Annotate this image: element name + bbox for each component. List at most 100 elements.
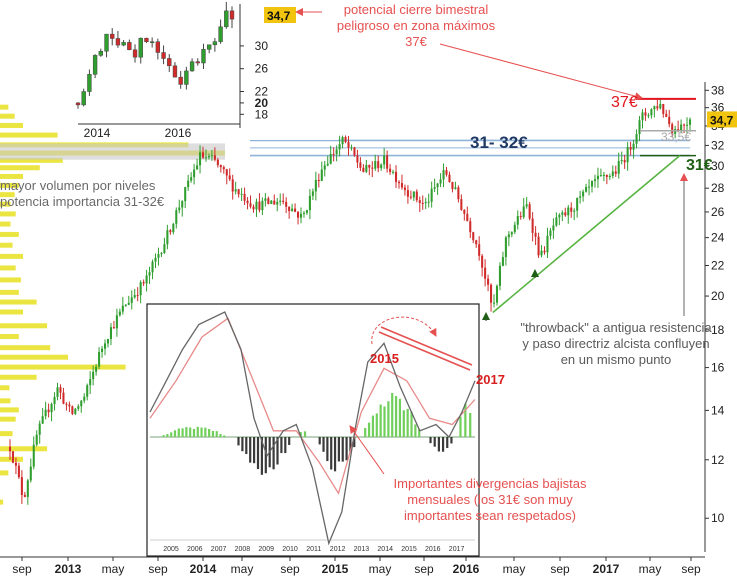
y-axis-label: 12 <box>711 453 725 467</box>
annotation-support-zone: 31- 32€ <box>470 133 528 152</box>
macd-histogram-bar <box>253 437 256 464</box>
price-candle <box>20 477 23 495</box>
price-candle <box>590 181 594 187</box>
y-axis-label: 14 <box>711 403 725 417</box>
macd-x-label: 2016 <box>425 546 441 553</box>
price-candle <box>555 217 558 226</box>
macd-x-label: 2009 <box>258 546 274 553</box>
inset-price-label: 34,7 <box>267 9 291 23</box>
price-candle <box>629 147 632 150</box>
macd-histogram-bar <box>414 424 417 437</box>
volume-profile-bar <box>0 132 58 138</box>
price-candle <box>374 161 377 169</box>
price-candle <box>302 212 306 214</box>
price-candle <box>588 186 591 188</box>
price-candle <box>614 171 617 174</box>
price-candle <box>246 200 249 204</box>
price-candle <box>101 348 104 352</box>
price-candle <box>288 206 291 212</box>
price-candle <box>638 120 641 135</box>
price-candle <box>237 189 240 195</box>
price-candle <box>201 152 205 158</box>
macd-signal-line <box>149 317 476 495</box>
macd-histogram-bar <box>280 437 283 454</box>
price-candle <box>166 230 169 245</box>
price-candle <box>368 165 371 168</box>
price-candle <box>341 137 344 145</box>
y-axis-label: 36 <box>711 101 725 115</box>
volume-profile-bar <box>0 354 69 360</box>
price-candle <box>478 244 481 256</box>
price-candle <box>139 282 142 296</box>
price-candle <box>552 225 555 231</box>
price-candle <box>650 109 653 116</box>
price-candle <box>112 327 115 329</box>
volume-profile-bar <box>0 265 16 271</box>
divergence-label: 2017 <box>476 372 505 387</box>
price-candle <box>53 396 56 405</box>
inset-y-label: 20 <box>255 96 269 110</box>
macd-histogram-bar <box>337 437 340 462</box>
price-candle <box>17 465 20 478</box>
price-candle <box>323 165 326 170</box>
macd-histogram-bar <box>215 431 218 437</box>
macd-histogram-bar <box>349 437 352 453</box>
inset-candle <box>155 41 161 53</box>
price-candle <box>576 197 579 211</box>
price-candle <box>258 201 261 211</box>
price-candle <box>427 201 430 203</box>
price-candle <box>311 191 314 196</box>
macd-x-label: 2006 <box>187 546 203 553</box>
inset-candle <box>218 26 223 42</box>
price-candle <box>558 214 561 218</box>
volume-profile-bar <box>0 157 63 163</box>
inset-candle <box>178 76 183 85</box>
price-candle <box>683 124 686 126</box>
price-candle <box>210 155 213 157</box>
annotation-volume-levels: mayor volumen por niveles potencia impor… <box>0 178 165 209</box>
price-candle <box>32 444 35 467</box>
volume-profile-bar <box>0 499 4 505</box>
price-candle <box>291 208 294 212</box>
price-candle <box>484 267 487 279</box>
inset-candle <box>110 33 115 39</box>
macd-histogram-bar <box>367 422 371 437</box>
price-candle <box>472 232 475 241</box>
volume-profile-bar <box>0 104 9 110</box>
price-candle <box>466 213 469 222</box>
last-price-label: 34,7 <box>710 113 734 127</box>
volume-profile-bar <box>0 253 24 259</box>
price-candle <box>26 480 29 497</box>
price-candle <box>329 153 332 164</box>
price-candle <box>50 404 53 413</box>
price-candle <box>564 212 567 216</box>
price-candle <box>35 434 38 445</box>
macd-histogram-bar <box>322 437 325 452</box>
y-axis-label: 32 <box>711 138 725 152</box>
price-candle <box>219 165 222 168</box>
price-candle <box>320 169 323 181</box>
macd-histogram-bar <box>469 412 472 437</box>
price-candle <box>350 147 353 149</box>
last-price-tag <box>707 111 737 128</box>
inset-candle <box>161 52 166 59</box>
price-candle <box>347 141 350 148</box>
inset-candle <box>115 38 121 46</box>
price-candle <box>172 223 175 233</box>
price-candle <box>184 187 187 202</box>
macd-histogram-bar <box>241 437 244 452</box>
price-candle <box>498 265 501 286</box>
price-candle <box>187 180 190 188</box>
macd-histogram-bar <box>345 437 348 461</box>
inset-candle <box>224 10 229 28</box>
price-candle <box>148 272 151 276</box>
inset-candle <box>87 74 92 92</box>
price-candle <box>656 106 659 109</box>
price-candle <box>47 409 50 413</box>
price-candle <box>181 201 184 208</box>
y-axis-label: 10 <box>711 511 725 525</box>
volume-profile-bar <box>0 231 19 237</box>
macd-histogram-bar <box>418 429 421 437</box>
price-candle <box>344 137 347 142</box>
